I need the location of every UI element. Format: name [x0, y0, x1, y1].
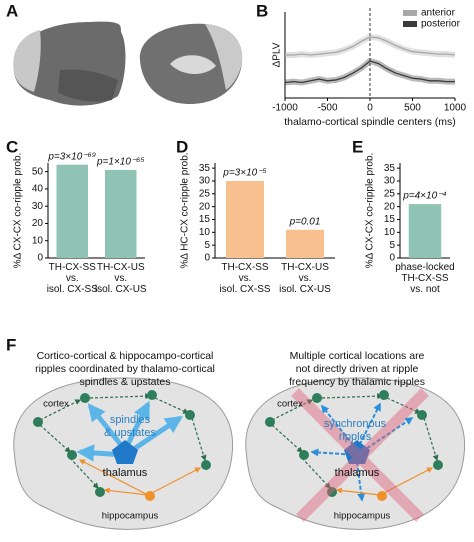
diagram-title: not directly driven at ripple — [296, 363, 419, 375]
y-tick-label: 30 — [384, 176, 396, 187]
panel-label: A — [6, 1, 18, 20]
node-label: synchronous — [324, 418, 387, 430]
y-tick-label: 25 — [199, 188, 211, 199]
panel-label: E — [352, 137, 363, 156]
diagram-title: frequency by thalamic ripples — [289, 376, 425, 388]
bar — [226, 180, 264, 258]
x-tick-label: 500 — [404, 103, 421, 114]
node-label: hippocampus — [102, 511, 159, 522]
x-tick-label: 1000 — [444, 103, 467, 114]
series-line — [285, 36, 456, 56]
y-tick-label: 30 — [199, 176, 211, 187]
bar — [104, 169, 137, 258]
y-tick-label: 10 — [32, 235, 44, 246]
x-tick-label: TH-CX-SS vs. isol. CX-SS — [219, 262, 270, 295]
y-tick-label: 40 — [32, 184, 44, 195]
diagram-left — [13, 377, 234, 530]
diagram-title: spindles & upstates — [79, 376, 170, 388]
y-tick-label: 0 — [204, 253, 210, 264]
x-tick-label: TH-CX-US vs. isol. CX-US — [279, 262, 331, 295]
series-line — [284, 60, 455, 84]
node-label: spindles — [110, 414, 151, 426]
annotation: p=3×10⁻⁶⁹ — [47, 151, 96, 162]
diagram-title: Cortico-cortical & hippocampo-cortical — [37, 350, 214, 362]
node-label: cortex — [277, 399, 303, 410]
y-tick-label: 20 — [199, 201, 211, 212]
legend-swatch — [403, 10, 417, 16]
diagram-title: Multiple cortical locations are — [290, 350, 425, 362]
brain-lateral — [13, 21, 126, 106]
y-tick-label: 35 — [199, 163, 211, 174]
y-tick-label: 10 — [384, 227, 396, 238]
node-label: ripples — [339, 431, 372, 443]
y-tick-label: 25 — [384, 188, 396, 199]
x-tick-label: TH-CX-SS vs. isol. CX-SS — [47, 262, 98, 295]
node-label: thalamus — [335, 467, 380, 479]
legend-swatch — [403, 21, 417, 27]
y-tick-label: 5 — [389, 240, 395, 251]
y-axis-label: %Δ CX-CX co-ripple prob. — [365, 153, 376, 269]
bar — [408, 204, 442, 258]
y-tick-label: 50 — [32, 166, 44, 177]
brain-medial — [139, 23, 243, 105]
y-tick-label: 15 — [199, 214, 211, 225]
bar — [286, 229, 324, 258]
x-tick-label: -500 — [317, 103, 337, 114]
panel-label: B — [256, 1, 268, 20]
x-tick-label: -1000 — [272, 103, 298, 114]
y-tick-label: 15 — [384, 214, 396, 225]
diagram-right — [245, 377, 466, 530]
annotation: p=4×10⁻⁴ — [402, 191, 447, 202]
bar — [56, 164, 89, 258]
y-tick-label: 30 — [32, 201, 44, 212]
x-tick-label: phase-locked TH-CX-SS vs. not — [395, 262, 454, 295]
legend-label: posterior — [421, 19, 461, 30]
node-label: hippocampus — [334, 511, 391, 522]
node-label: thalamus — [103, 467, 148, 479]
x-tick-label: TH-CX-US vs. isol. CX-US — [95, 262, 147, 295]
legend-label: anterior — [421, 8, 456, 19]
annotation: p=0.01 — [289, 216, 321, 227]
annotation: p=3×10⁻⁵ — [222, 168, 266, 179]
y-axis-label: %Δ CX-CX co-ripple prob. — [13, 153, 24, 269]
panel-label: D — [176, 137, 188, 156]
y-tick-label: 0 — [37, 253, 43, 264]
panel-label: F — [6, 335, 16, 354]
y-tick-label: 20 — [32, 218, 44, 229]
annotation: p=1×10⁻⁶⁵ — [96, 157, 145, 168]
panel-label: C — [6, 137, 18, 156]
y-tick-label: 20 — [384, 201, 396, 212]
y-axis-label: ΔPLV — [272, 42, 283, 67]
x-tick-label: 0 — [367, 103, 373, 114]
x-axis-label: thalamo-cortical spindle centers (ms) — [284, 116, 456, 128]
node-label: & upstates — [104, 427, 156, 439]
y-axis-label: %Δ HC-CX co-ripple prob. — [180, 152, 191, 268]
node-label: cortex — [43, 399, 69, 410]
y-tick-label: 10 — [199, 227, 211, 238]
y-tick-label: 5 — [204, 240, 210, 251]
y-tick-label: 0 — [389, 253, 395, 264]
y-tick-label: 35 — [384, 163, 396, 174]
diagram-title: ripples coordinated by thalamo-cortical — [35, 363, 215, 375]
